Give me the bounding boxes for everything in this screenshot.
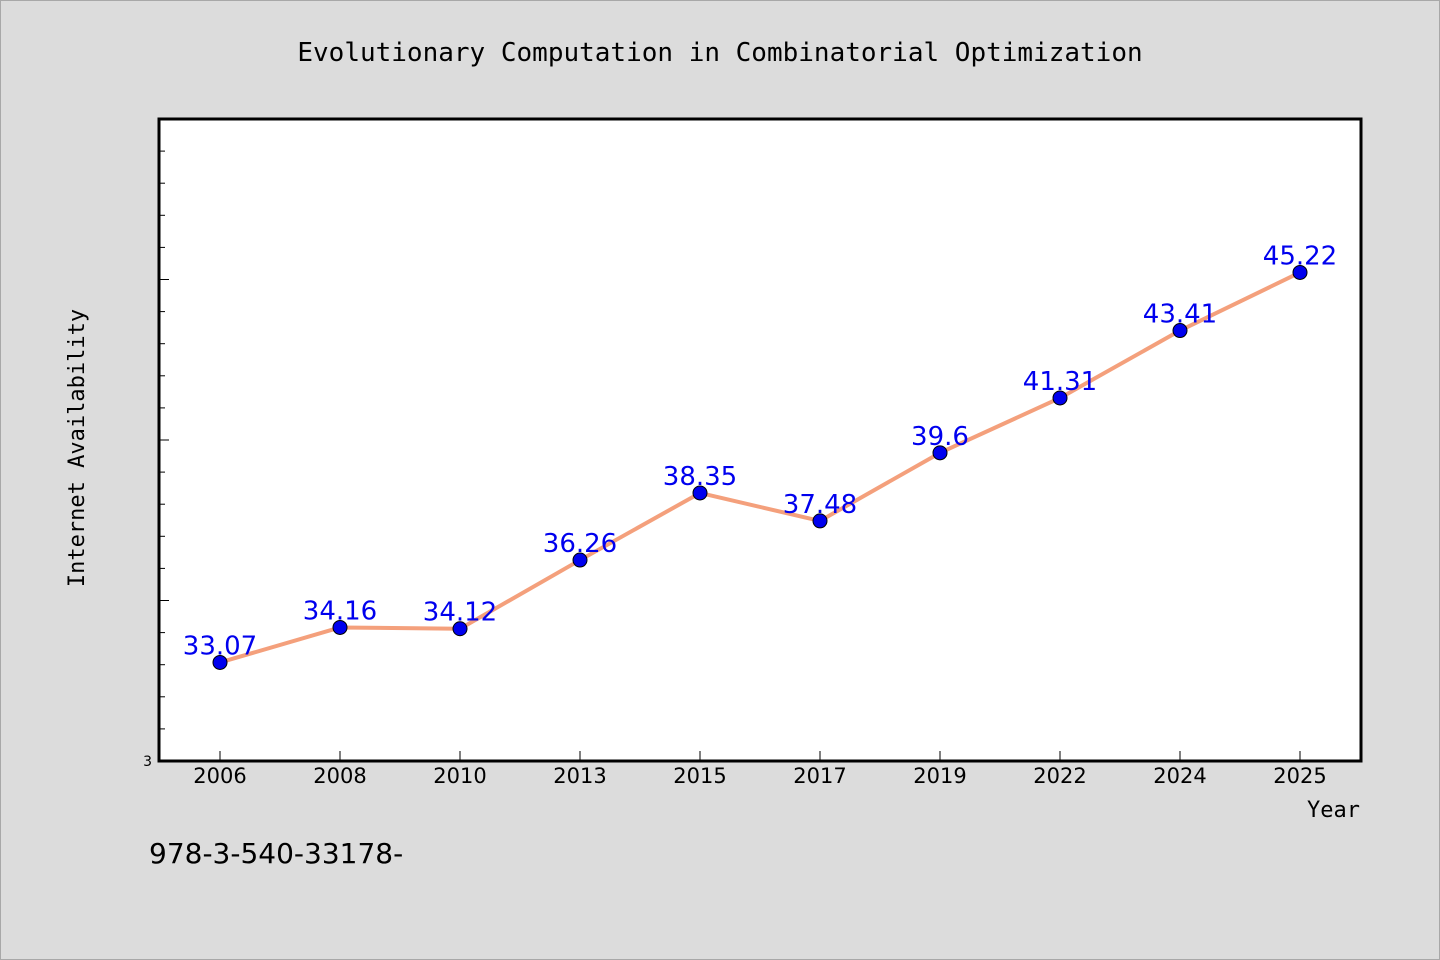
data-point xyxy=(572,552,588,568)
plot-area xyxy=(157,117,1363,763)
data-label: 34.12 xyxy=(423,598,497,628)
data-label: 37.48 xyxy=(783,490,857,520)
data-label: 43.41 xyxy=(1143,300,1217,330)
x-tick-label: 2008 xyxy=(313,764,366,788)
x-tick-label: 2017 xyxy=(793,764,846,788)
data-point xyxy=(452,621,468,637)
y-axis-ticks xyxy=(159,118,169,762)
series-line xyxy=(219,270,1301,665)
data-label: 39.6 xyxy=(911,422,969,452)
data-label: 34.16 xyxy=(303,596,377,626)
x-axis-ticks xyxy=(219,751,1301,761)
chart-title: Evolutionary Computation in Combinatoria… xyxy=(297,38,1142,68)
y-tick-label-min: 3 xyxy=(143,754,152,770)
x-tick-label: 2015 xyxy=(673,764,726,788)
data-point xyxy=(812,513,828,529)
data-point xyxy=(692,485,708,501)
x-axis-label: Year xyxy=(1307,798,1360,823)
data-point xyxy=(1172,323,1188,339)
data-label: 38.35 xyxy=(663,462,737,492)
data-label: 41.31 xyxy=(1023,367,1097,397)
data-label: 33.07 xyxy=(183,631,257,661)
data-point xyxy=(1052,390,1068,406)
data-label: 45.22 xyxy=(1263,241,1337,271)
series-group: 33.07 34.16 34.12 36.26 38.35 37.48 39.6 41.31 4… xyxy=(183,241,1337,670)
data-point xyxy=(932,445,948,461)
data-label: 36.26 xyxy=(543,529,617,559)
x-tick-label: 2022 xyxy=(1033,764,1086,788)
footnote-text: 978-3-540-33178- xyxy=(149,837,403,870)
x-tick-label: 2013 xyxy=(553,764,606,788)
y-axis-label: Internet Availability xyxy=(65,309,90,587)
data-point xyxy=(332,619,348,635)
x-tick-label: 2010 xyxy=(433,764,486,788)
x-tick-label: 2024 xyxy=(1153,764,1206,788)
x-tick-labels: 2006 2008 2010 2013 2015 2017 2019 2022 2024 2025 xyxy=(193,764,1326,788)
x-tick-label: 2019 xyxy=(913,764,966,788)
x-tick-label: 2006 xyxy=(193,764,246,788)
data-point xyxy=(212,654,228,670)
x-tick-label: 2025 xyxy=(1273,764,1326,788)
data-point xyxy=(1292,264,1308,280)
